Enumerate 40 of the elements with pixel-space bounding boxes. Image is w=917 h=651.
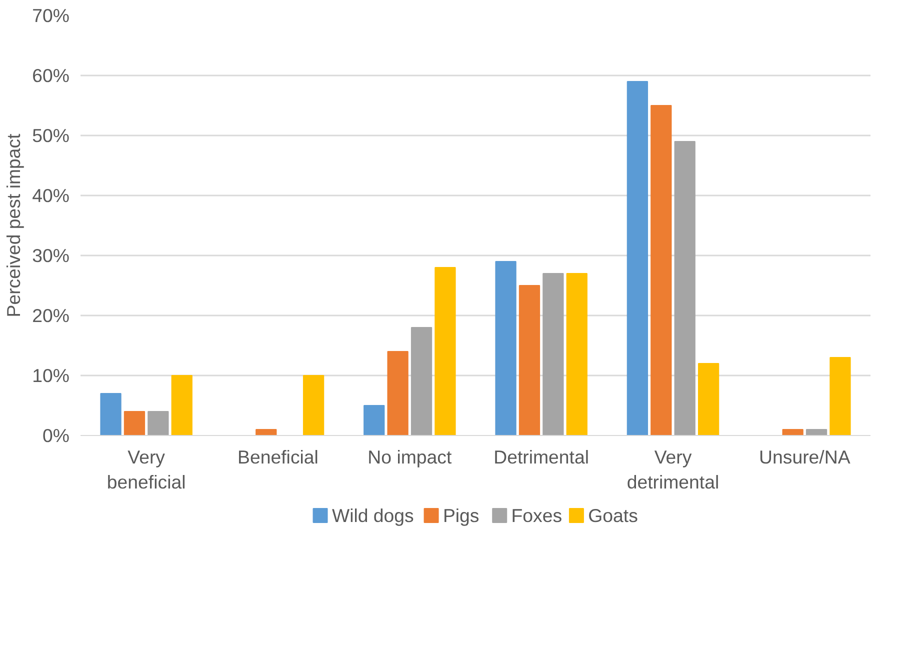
legend-label: Wild dogs	[332, 505, 414, 526]
bar	[542, 273, 564, 436]
y-tick-label: 60%	[32, 65, 70, 86]
bar	[518, 285, 540, 436]
x-tick-label: No impact	[368, 446, 452, 468]
bar	[148, 411, 169, 436]
bar	[650, 105, 672, 436]
bar	[626, 81, 648, 436]
bar	[387, 351, 408, 436]
bar	[434, 267, 456, 436]
bar	[830, 357, 851, 436]
y-tick-label: 0%	[42, 425, 70, 446]
bar	[364, 405, 385, 436]
bar	[256, 429, 277, 436]
x-tick-label: Unsure/NA	[759, 446, 851, 468]
bar	[806, 429, 828, 436]
bar	[302, 375, 324, 436]
x-tick-label: Very detrimental	[626, 446, 720, 493]
y-tick-label: 10%	[32, 365, 70, 386]
y-tick-label: 70%	[32, 5, 70, 26]
x-tick-label: Beneficial	[238, 446, 318, 468]
y-tick-label: 40%	[32, 185, 70, 206]
y-axis-title: Perceived pest impact	[3, 132, 24, 318]
x-tick-label: Very beneficial	[106, 446, 186, 493]
bar	[782, 429, 804, 436]
legend-label: Goats	[588, 505, 638, 526]
y-tick-label: 30%	[32, 245, 70, 266]
y-tick-label: 50%	[32, 125, 70, 146]
bar	[124, 411, 146, 436]
bar	[171, 375, 192, 436]
bar	[495, 261, 516, 436]
x-tick-label: Detrimental	[494, 446, 590, 468]
bar	[100, 393, 122, 436]
bar	[566, 273, 588, 436]
legend-label: Foxes	[511, 505, 562, 526]
y-tick-label: 20%	[32, 305, 70, 326]
legend-label: Pigs	[442, 505, 480, 526]
bar	[698, 363, 720, 436]
bar	[674, 141, 696, 436]
bar	[410, 327, 432, 436]
